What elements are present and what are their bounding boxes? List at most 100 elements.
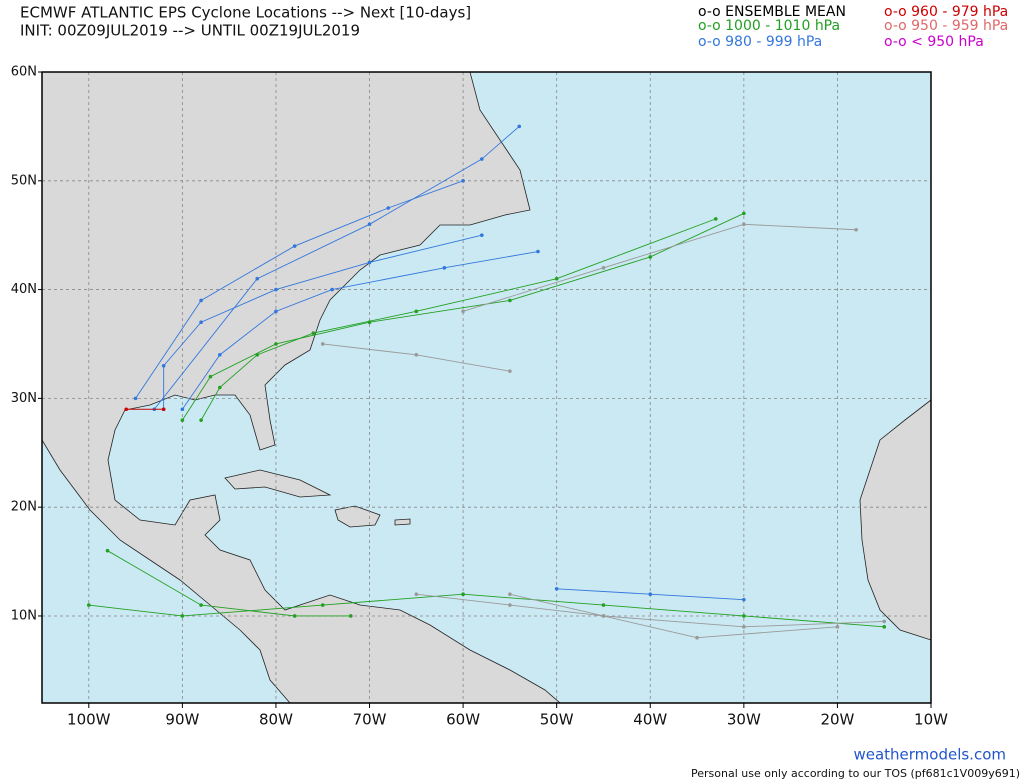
- track-point: [218, 353, 222, 357]
- y-tick-label: 30N: [11, 391, 37, 406]
- track-point: [835, 625, 840, 629]
- track-point: [274, 287, 278, 292]
- cuba: [224, 469, 332, 498]
- x-tick-label: 40W: [633, 711, 667, 729]
- subtitle: INIT: 00Z09JUL2019 --> UNTIL 00Z19JUL201…: [20, 22, 360, 40]
- track-point: [442, 266, 447, 270]
- track-point: [386, 206, 391, 210]
- track-point: [508, 592, 512, 597]
- legend-entry: o-o 1000 - 1010 hPa: [698, 18, 840, 34]
- x-tick-label: 70W: [353, 711, 387, 729]
- legend-entry: o-o < 950 hPa: [884, 34, 984, 50]
- track-point: [274, 309, 278, 314]
- y-tick-label: 60N: [11, 65, 37, 80]
- credit: weathermodels.com: [853, 746, 1006, 764]
- track-point: [742, 597, 746, 602]
- y-tick-label: 40N: [11, 282, 37, 297]
- track-point: [133, 396, 138, 401]
- legend-entry: o-o 950 - 959 hPa: [884, 18, 1008, 34]
- x-tick-label: 100W: [67, 711, 111, 729]
- track-point: [199, 418, 203, 422]
- x-tick-label: 30W: [727, 711, 761, 729]
- x-tick-label: 50W: [540, 711, 574, 729]
- track-point: [180, 614, 185, 618]
- track-point: [367, 260, 372, 265]
- plot-frame: [41, 71, 932, 704]
- track-point: [367, 222, 372, 227]
- track-point: [554, 586, 559, 591]
- track-point: [601, 266, 606, 270]
- track-point: [517, 124, 522, 129]
- track-point: [461, 309, 465, 314]
- title: ECMWF ATLANTIC EPS Cyclone Locations -->…: [20, 4, 471, 22]
- track: [107, 550, 351, 617]
- track-point: [180, 407, 185, 412]
- legend-entry: o-o ENSEMBLE MEAN: [698, 4, 846, 20]
- track-point: [536, 249, 540, 254]
- land: [41, 71, 932, 704]
- track-point: [461, 592, 465, 597]
- track-point: [648, 255, 653, 259]
- track-point: [461, 178, 465, 183]
- africa: [859, 399, 932, 641]
- track-point: [320, 603, 325, 607]
- x-tick-label: 10W: [914, 711, 948, 729]
- track-point: [601, 614, 606, 618]
- track: [163, 234, 482, 410]
- track-point: [311, 331, 316, 335]
- x-tick-label: 80W: [259, 711, 293, 729]
- grid: [42, 72, 931, 703]
- track-point: [255, 276, 260, 281]
- track-point: [320, 342, 325, 346]
- track-point: [742, 625, 746, 629]
- track-point: [414, 592, 419, 597]
- track-point: [854, 227, 858, 232]
- y-tick-label: 10N: [11, 608, 37, 623]
- track-point: [199, 320, 203, 325]
- track-point: [274, 342, 278, 346]
- track: [509, 593, 838, 639]
- x-tick-label: 20W: [820, 711, 854, 729]
- tracks: [86, 124, 887, 640]
- track-point: [367, 320, 372, 325]
- track: [462, 223, 857, 312]
- track-point: [86, 603, 91, 607]
- track-point: [480, 157, 484, 161]
- legend-entry: o-o 980 - 999 hPa: [698, 34, 822, 50]
- track-point: [648, 592, 653, 597]
- track-point: [742, 614, 746, 618]
- track-point: [508, 369, 512, 373]
- north-central-south-america: [41, 71, 562, 704]
- track-point: [161, 363, 166, 368]
- legend-entry: o-o 960 - 979 hPa: [884, 4, 1008, 20]
- track-point: [508, 298, 512, 303]
- track-point: [292, 614, 297, 618]
- track-point: [554, 276, 559, 281]
- track-point: [508, 603, 512, 607]
- track-point: [882, 619, 887, 624]
- track-point: [105, 548, 110, 553]
- track-point: [414, 309, 419, 314]
- track-point: [218, 385, 222, 390]
- track-point: [199, 298, 203, 303]
- track-point: [349, 614, 353, 618]
- track-point: [330, 287, 334, 292]
- track-point: [414, 353, 419, 357]
- track-point: [180, 418, 185, 422]
- track-point: [161, 407, 166, 412]
- y-tick-label: 20N: [11, 500, 37, 515]
- footer: Personal use only according to our TOS (…: [691, 767, 1020, 780]
- x-tick-label: 60W: [446, 711, 480, 729]
- track-point: [742, 211, 746, 216]
- puerto-rico: [394, 518, 411, 526]
- hispaniola: [334, 505, 381, 528]
- track-point: [695, 635, 699, 640]
- track-point: [601, 603, 606, 607]
- track-point: [124, 407, 129, 412]
- track-point: [882, 625, 887, 629]
- track-point: [199, 603, 203, 607]
- track-point: [480, 233, 484, 237]
- y-tick-label: 50N: [11, 173, 37, 188]
